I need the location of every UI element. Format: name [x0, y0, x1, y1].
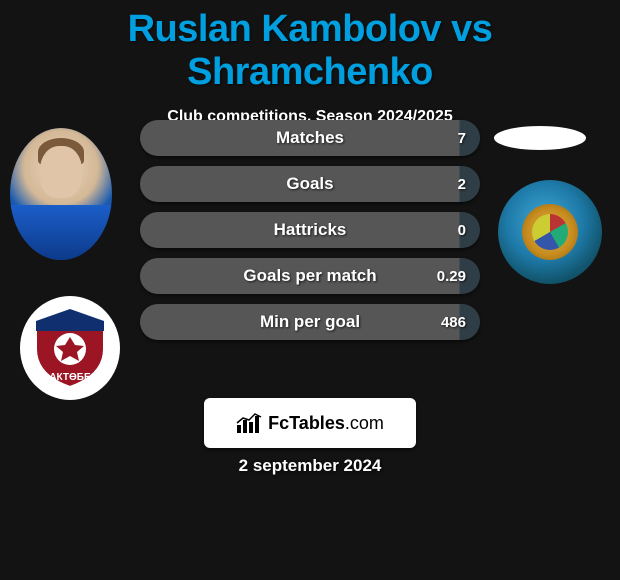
- stat-value: 7: [458, 130, 466, 147]
- stat-value: 486: [441, 314, 466, 331]
- crest-left-shield: АКТӨБЕ: [32, 307, 108, 389]
- player-left-photo: [10, 128, 112, 260]
- stat-value: 2: [458, 176, 466, 193]
- stat-label: Goals per match: [243, 266, 376, 286]
- date-text: 2 september 2024: [239, 456, 382, 476]
- brand-text: FcTables.com: [268, 413, 384, 434]
- brand-badge[interactable]: FcTables.com: [204, 398, 416, 448]
- stat-row: Hattricks 0: [140, 212, 480, 248]
- player-head: [40, 146, 82, 198]
- club-crest-left: АКТӨБЕ: [20, 296, 120, 400]
- stat-label: Hattricks: [274, 220, 347, 240]
- stat-label: Goals: [286, 174, 333, 194]
- chart-icon: [236, 413, 262, 433]
- crest-right-swirl: [532, 214, 568, 250]
- shield-icon: АКТӨБЕ: [32, 307, 108, 389]
- stats-container: Matches 7 Goals 2 Hattricks 0 Goals per …: [140, 120, 480, 350]
- club-crest-right: [498, 180, 602, 284]
- page-title: Ruslan Kambolov vs Shramchenko: [0, 0, 620, 94]
- stat-label: Matches: [276, 128, 344, 148]
- stat-label: Min per goal: [260, 312, 360, 332]
- stat-value: 0: [458, 222, 466, 239]
- stat-row: Goals per match 0.29: [140, 258, 480, 294]
- stat-row: Goals 2: [140, 166, 480, 202]
- svg-text:АКТӨБЕ: АКТӨБЕ: [49, 372, 91, 383]
- brand-name: FcTables: [268, 413, 345, 433]
- stat-row: Min per goal 486: [140, 304, 480, 340]
- player-right-placeholder: [494, 126, 586, 150]
- brand-suffix: .com: [345, 413, 384, 433]
- player-jersey: [10, 205, 112, 260]
- stat-row: Matches 7: [140, 120, 480, 156]
- stat-value: 0.29: [437, 268, 466, 285]
